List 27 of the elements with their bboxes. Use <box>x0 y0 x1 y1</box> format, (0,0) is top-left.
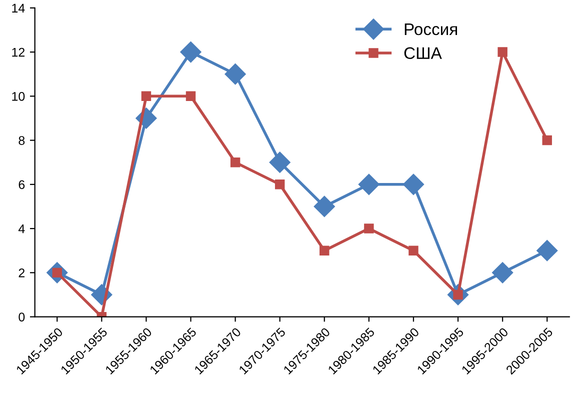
y-tick-label: 2 <box>18 268 25 278</box>
point <box>358 174 380 195</box>
point <box>269 152 290 173</box>
point <box>186 91 196 102</box>
point <box>402 174 424 195</box>
point <box>141 91 152 102</box>
y-tick-label: 0 <box>18 312 25 322</box>
point <box>320 246 330 256</box>
y-tick-label: 14 <box>12 4 25 12</box>
y-tick-label: 12 <box>12 48 25 57</box>
point <box>230 158 240 168</box>
point <box>542 135 552 146</box>
point <box>180 42 202 63</box>
point <box>224 64 246 85</box>
y-tick-label: 10 <box>12 92 25 101</box>
point <box>408 246 418 256</box>
y-tick-label: 4 <box>18 224 25 234</box>
y-tick-label: 8 <box>18 136 25 145</box>
point <box>492 262 514 284</box>
legend-label: США <box>404 47 442 60</box>
y-tick-label: 6 <box>18 180 25 190</box>
point <box>536 240 558 262</box>
point <box>274 180 285 190</box>
point <box>364 224 374 234</box>
point <box>498 47 508 57</box>
legend-label: Россия <box>404 24 458 36</box>
point <box>314 196 335 217</box>
